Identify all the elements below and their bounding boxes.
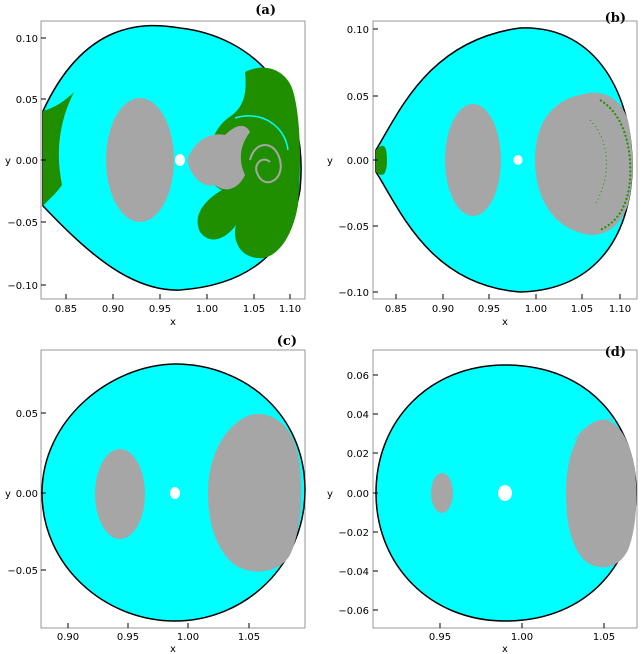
panel-b-ylabel: y: [327, 156, 333, 167]
panel-d-bounded-left: [431, 473, 453, 513]
tick-label: −0.05: [7, 218, 38, 229]
tick-label: 0.00: [16, 156, 38, 167]
panel-c-ylabel: y: [5, 489, 11, 500]
tick-label: −0.06: [338, 606, 369, 617]
tick-label: 1.00: [177, 632, 199, 643]
tick-label: 0.95: [149, 304, 171, 315]
tick-label: 0.05: [16, 95, 38, 106]
tick-label: 1.00: [525, 304, 547, 315]
panel-c-hole: [170, 487, 180, 499]
tick-label: 1.05: [238, 632, 260, 643]
tick-label: 0.00: [347, 489, 369, 500]
panel-b-xlabel: x: [502, 317, 508, 328]
panel-d-ylabel: y: [327, 489, 333, 500]
panel-d-bounded-right: [566, 419, 637, 568]
panel-a-swirl: [249, 144, 282, 184]
tick-label: −0.05: [338, 222, 369, 233]
tick-label: −0.02: [338, 528, 369, 539]
panel-a-bounded-left: [106, 98, 174, 222]
panel-c: (c) 0.90 0.95 1.00 1.05 x 0.05 0.00 −0.0…: [5, 334, 306, 654]
panel-a-yticks: 0.10 0.05 0.00 −0.05 −0.10: [7, 34, 46, 292]
tick-label: 0.90: [102, 304, 124, 315]
panel-a-hole: [175, 154, 185, 166]
tick-label: 1.05: [593, 632, 615, 643]
tick-label: 1.10: [279, 304, 301, 315]
panel-a: (a) 0.85 0.90 0.95 1.00 1.05 1.10 x 0.10…: [5, 3, 306, 328]
panel-b: (b) 0.85 0.90 0.95 1.00 1.05 1.10 x 0.10…: [327, 11, 638, 328]
panel-d-yticks: 0.06 0.04 0.02 0.00 −0.02 −0.04 −0.06: [338, 371, 378, 617]
panel-b-bounded-left: [445, 104, 501, 216]
panel-d-bounded-fringe: [574, 419, 616, 441]
tick-label: 0.06: [347, 371, 369, 382]
panel-a-bounded-right: [187, 125, 250, 190]
tick-label: 0.00: [16, 489, 38, 500]
tick-label: −0.10: [338, 288, 369, 299]
tick-label: 0.95: [478, 304, 500, 315]
panel-a-xlabel: x: [170, 317, 176, 328]
tick-label: 0.10: [16, 34, 38, 45]
tick-label: 1.05: [571, 304, 593, 315]
panel-a-escape-left: [43, 92, 74, 206]
tick-label: 0.05: [16, 409, 38, 420]
panel-b-escape-right: [599, 99, 632, 231]
tick-label: 0.95: [117, 632, 139, 643]
panel-a-ylabel: y: [5, 156, 11, 167]
tick-label: 0.04: [347, 410, 369, 421]
panel-b-bounded-right: [535, 92, 633, 235]
panel-d-hole: [498, 485, 512, 501]
panel-c-label: (c): [277, 334, 297, 349]
panel-a-xticks: 0.85 0.90 0.95 1.00 1.05 1.10: [55, 294, 301, 315]
panel-b-escape-left: [376, 145, 388, 175]
tick-label: 0.85: [55, 304, 77, 315]
tick-label: 0.02: [347, 449, 369, 460]
panel-b-label: (b): [605, 11, 626, 26]
tick-label: 0.00: [347, 156, 369, 167]
tick-label: 0.95: [429, 632, 451, 643]
panel-d-xlabel: x: [502, 644, 508, 654]
panel-c-bounded-left: [95, 449, 145, 539]
panel-b-xticks: 0.85 0.90 0.95 1.00 1.05 1.10: [385, 294, 631, 315]
tick-label: 1.05: [243, 304, 265, 315]
panel-d: (d) 0.95 1.00 1.05 x 0.06 0.04 0.02 0.00…: [327, 345, 638, 654]
tick-label: −0.10: [7, 281, 38, 292]
panel-a-gap: [234, 115, 289, 151]
tick-label: 0.10: [347, 25, 369, 36]
tick-label: 1.00: [511, 632, 533, 643]
tick-label: 0.85: [385, 304, 407, 315]
tick-label: 1.00: [196, 304, 218, 315]
panel-b-yticks: 0.10 0.05 0.00 −0.05 −0.10: [338, 25, 378, 299]
panel-c-xticks: 0.90 0.95 1.00 1.05: [57, 623, 260, 643]
tick-label: 0.05: [347, 92, 369, 103]
panel-c-yticks: 0.05 0.00 −0.05: [7, 409, 46, 577]
panel-c-xlabel: x: [170, 644, 176, 654]
panel-d-xticks: 0.95 1.00 1.05: [429, 623, 615, 643]
panel-d-frame: [372, 349, 638, 629]
tick-label: −0.05: [7, 566, 38, 577]
panel-b-hole: [513, 155, 523, 165]
tick-label: 0.90: [432, 304, 454, 315]
panel-a-escape-right: [197, 67, 300, 259]
tick-label: 0.90: [57, 632, 79, 643]
tick-label: −0.04: [338, 567, 369, 578]
panel-c-bounded-right: [208, 414, 302, 572]
tick-label: 1.10: [609, 304, 631, 315]
panel-d-label: (d): [605, 345, 626, 360]
panel-a-label: (a): [255, 3, 276, 18]
panel-b-escape-fringe: [589, 119, 607, 206]
